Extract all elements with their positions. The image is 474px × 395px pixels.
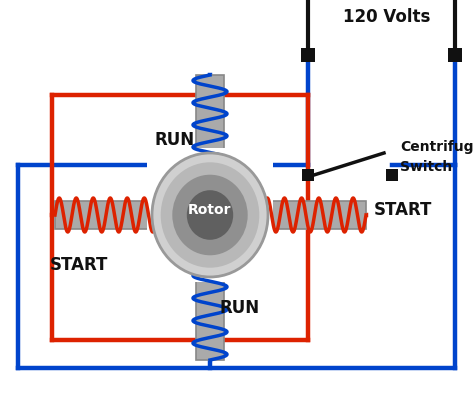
- Bar: [301, 48, 315, 62]
- Ellipse shape: [152, 153, 268, 277]
- Text: Switch: Switch: [400, 160, 452, 174]
- Text: Rotor: Rotor: [188, 203, 232, 217]
- Ellipse shape: [161, 162, 259, 268]
- Bar: [386, 169, 398, 181]
- Bar: [55, 201, 157, 229]
- Text: RUN: RUN: [155, 131, 195, 149]
- Ellipse shape: [187, 190, 233, 240]
- Text: 120 Volts: 120 Volts: [343, 8, 430, 26]
- Text: RUN: RUN: [220, 299, 260, 317]
- Text: START: START: [374, 201, 432, 219]
- Bar: [196, 75, 225, 208]
- Bar: [448, 48, 462, 62]
- Text: Centrifugal: Centrifugal: [400, 140, 474, 154]
- Ellipse shape: [173, 175, 248, 255]
- Bar: [302, 169, 314, 181]
- Bar: [263, 201, 366, 229]
- Bar: [147, 148, 273, 282]
- Text: START: START: [50, 256, 109, 274]
- Bar: [196, 225, 225, 360]
